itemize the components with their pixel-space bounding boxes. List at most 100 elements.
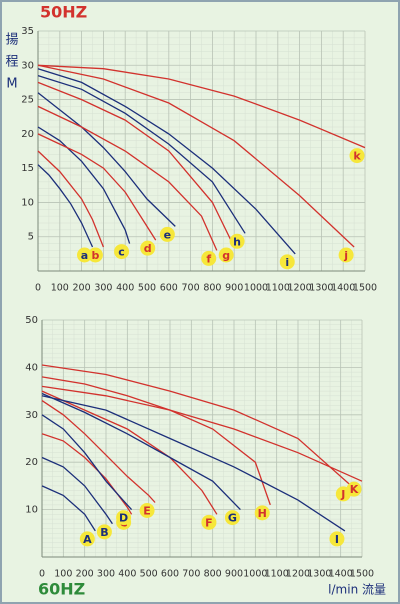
x-tick-label: 1000 [243, 569, 267, 580]
y-tick-label: 5 [28, 232, 34, 243]
curve [41, 395, 346, 532]
y-tick-label: 40 [25, 362, 38, 373]
curve [41, 390, 218, 515]
x-tick-label: 500 [138, 283, 156, 294]
y-tick-label: 10 [25, 505, 38, 516]
x-tick-label: 500 [140, 569, 158, 580]
y-tick-label: 30 [25, 410, 38, 421]
label-badge [218, 247, 234, 263]
curve-label: D [119, 512, 128, 525]
x-tick-label: 900 [225, 569, 243, 580]
x-tick-label: 1400 [329, 569, 353, 580]
curve-label: e [164, 228, 171, 241]
y-tick-label: 15 [21, 163, 34, 174]
curve [37, 74, 246, 234]
x-tick-label: 300 [94, 283, 112, 294]
curve-label: B [100, 526, 108, 539]
label-badge [346, 481, 362, 497]
label-badge [159, 226, 175, 242]
x-tick-label: 700 [182, 283, 200, 294]
x-tick-label: 1400 [331, 283, 355, 294]
x-tick-label: 1000 [244, 283, 268, 294]
label-badge [229, 233, 245, 249]
x-tick-label: 200 [73, 283, 91, 294]
label-badge [224, 510, 240, 526]
x-tick-label: 400 [116, 283, 134, 294]
label-badge [79, 531, 95, 547]
x-label: l/min 流量 [328, 583, 386, 597]
label-badge [201, 514, 217, 530]
x-tick-label: 400 [118, 569, 136, 580]
label-badge [329, 531, 345, 547]
x-tick-label: 1300 [307, 569, 331, 580]
curve-label: H [258, 507, 267, 520]
label-badge [77, 247, 92, 263]
x-tick-label: 700 [182, 569, 200, 580]
y-label: 程 [5, 55, 18, 70]
curve [37, 64, 355, 248]
x-tick-label: 100 [54, 569, 72, 580]
y-tick-label: 35 [21, 26, 34, 37]
x-tick-label: 1200 [286, 569, 310, 580]
label-badge [116, 510, 132, 526]
curve [37, 133, 157, 241]
label-badge [254, 505, 270, 521]
x-tick-label: 1100 [266, 283, 290, 294]
curve-label: J [340, 488, 345, 501]
label-badge [139, 502, 155, 518]
label-badge [114, 244, 130, 260]
x-tick-label: 600 [160, 283, 178, 294]
x-tick-label: 800 [204, 569, 222, 580]
x-tick-label: 1200 [288, 283, 312, 294]
label-badge [338, 247, 354, 263]
y-tick-label: 20 [25, 457, 38, 468]
y-tick-label: 25 [21, 95, 34, 106]
curve [41, 392, 241, 511]
y-tick-label: 30 [21, 60, 34, 71]
label-badge [96, 524, 112, 540]
x-tick-label: 300 [97, 569, 115, 580]
curve-label: I [335, 533, 339, 546]
curve-label: g [222, 249, 230, 262]
y-tick-label: 10 [21, 197, 34, 208]
y-label: M [6, 77, 17, 92]
curve [37, 81, 235, 248]
label-badge [349, 148, 365, 164]
curve-label: h [233, 235, 241, 248]
curve-label: a [81, 249, 88, 262]
x-tick-label: 0 [35, 283, 41, 294]
x-tick-label: 600 [161, 569, 179, 580]
x-tick-label: 1500 [350, 569, 374, 580]
y-label: 揚 [5, 32, 18, 48]
curve-label: f [206, 252, 211, 265]
curve [37, 164, 94, 248]
x-tick-label: 800 [203, 283, 221, 294]
curve-label: A [83, 533, 92, 546]
curve [41, 485, 96, 532]
label-badge [87, 247, 103, 263]
curve [37, 68, 296, 255]
y-tick-label: 50 [25, 315, 38, 326]
curve-label: i [285, 256, 289, 269]
chart-title: 60HZ [38, 580, 85, 599]
y-tick-label: 20 [21, 129, 34, 140]
curve [41, 456, 113, 525]
label-badge [140, 240, 156, 256]
curve-label: G [228, 512, 237, 525]
label-badge [279, 254, 295, 270]
curve [41, 364, 352, 487]
curve-label: c [118, 246, 125, 259]
curve-label: b [91, 249, 99, 262]
x-tick-label: 100 [51, 283, 69, 294]
x-tick-label: 200 [76, 569, 94, 580]
curve-label: d [144, 242, 152, 255]
curve-label: k [353, 150, 361, 163]
curve [37, 126, 131, 244]
x-tick-label: 1100 [265, 569, 289, 580]
x-tick-label: 900 [225, 283, 243, 294]
curve [37, 64, 366, 149]
curve [41, 414, 133, 511]
curve [37, 92, 176, 227]
curve-label: F [205, 516, 213, 529]
